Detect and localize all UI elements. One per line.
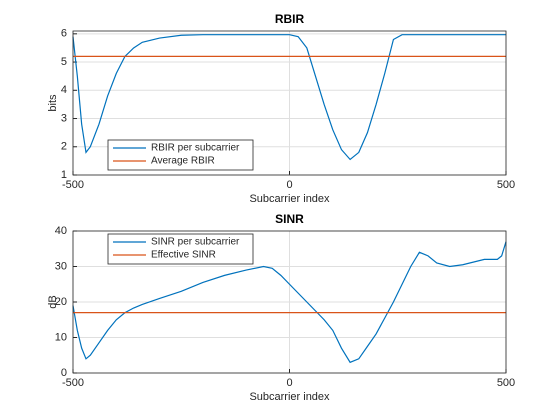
y-tick-label: 20 (55, 296, 67, 308)
y-tick-label: 0 (61, 367, 67, 379)
axes-box (72, 30, 507, 176)
legend-label: Effective SINR (151, 250, 216, 261)
y-tick-label: 5 (61, 56, 67, 68)
y-tick-label: 4 (61, 84, 67, 96)
legend: RBIR per subcarrier Average RBIR (107, 139, 254, 171)
x-axis-label: Subcarrier index (249, 193, 330, 205)
legend-label: RBIR per subcarrier (151, 143, 240, 154)
legend-label: SINR per subcarrier (151, 237, 240, 248)
legend-box (107, 233, 254, 265)
x-tick-label: 0 (286, 179, 292, 191)
y-tick-label: 10 (55, 331, 67, 343)
y-tick-label: 3 (61, 112, 67, 124)
x-tick-label: -500 (62, 179, 84, 191)
x-axis-label: Subcarrier index (249, 391, 330, 403)
x-tick-label: 500 (497, 179, 515, 191)
y-tick-label: 40 (55, 225, 67, 237)
y-tick-label: 30 (55, 260, 67, 272)
legend: SINR per subcarrier Effective SINR (107, 233, 254, 265)
legend-label: Average RBIR (151, 156, 215, 167)
series-line (72, 34, 506, 161)
axes-box (72, 230, 507, 374)
x-tick-label: 500 (497, 377, 515, 389)
y-axis-label: dB (47, 295, 59, 308)
y-axis-label: bits (47, 94, 59, 112)
chart-title: SINR (275, 212, 304, 226)
x-tick-label: -500 (62, 377, 84, 389)
y-tick-label: 6 (61, 28, 67, 40)
legend-box (107, 139, 254, 171)
x-tick-label: 0 (286, 377, 292, 389)
y-tick-label: 1 (61, 169, 67, 181)
y-tick-label: 2 (61, 141, 67, 153)
chart-title: RBIR (275, 12, 305, 26)
series-line (72, 241, 507, 364)
